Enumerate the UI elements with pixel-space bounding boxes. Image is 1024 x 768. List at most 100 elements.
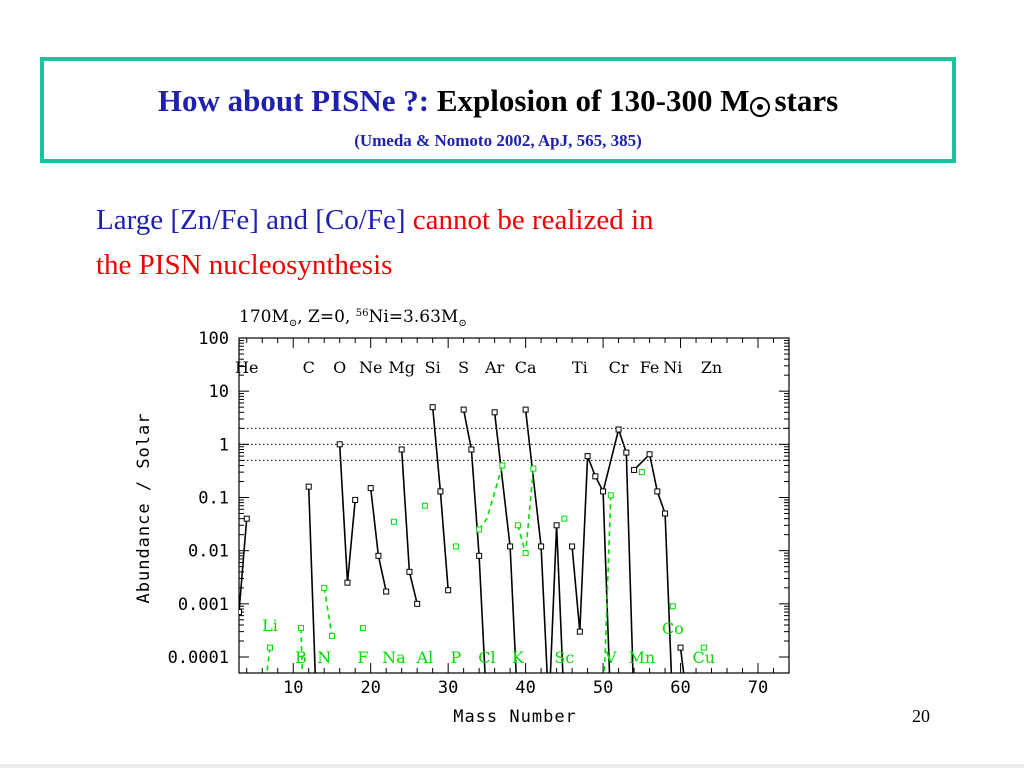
element-label-green: Mn — [628, 648, 655, 667]
green-data-point — [359, 625, 366, 632]
element-label-green: Cu — [693, 648, 716, 667]
black-data-point — [305, 483, 312, 490]
green-data-point — [514, 522, 521, 529]
green-data-point — [390, 518, 397, 525]
element-label-green: F — [357, 648, 368, 667]
black-data-point — [615, 426, 622, 433]
green-data-point — [328, 632, 335, 639]
green-data-point — [266, 644, 273, 651]
element-label-green: P — [451, 648, 462, 667]
element-label-green: Sc — [554, 648, 574, 667]
element-label-green: Na — [382, 648, 406, 667]
plot-area — [239, 404, 707, 673]
green-data-point — [530, 465, 537, 472]
x-tick-label: 20 — [360, 678, 380, 698]
element-label-green: K — [512, 648, 525, 667]
black-data-point — [375, 552, 382, 559]
element-label: Ni — [663, 358, 682, 377]
black-series-line — [524, 409, 548, 673]
element-label: Fe — [640, 358, 660, 377]
y-tick-label: 0.1 — [198, 488, 229, 508]
element-label: O — [333, 358, 346, 377]
y-tick-label: 100 — [198, 329, 229, 349]
black-data-point — [592, 473, 599, 480]
black-data-point — [584, 453, 591, 460]
element-label-green: Al — [416, 648, 434, 667]
black-series-line — [462, 409, 486, 673]
black-data-point — [662, 510, 669, 517]
title-question: How about PISNe ?: — [157, 83, 430, 118]
black-data-point — [437, 488, 444, 495]
green-data-point — [522, 550, 529, 557]
black-series-line — [307, 486, 317, 673]
header-nickel: Ni=3.63M — [368, 307, 458, 327]
black-data-point — [631, 466, 638, 473]
element-label: He — [235, 358, 258, 377]
black-data-point — [414, 600, 421, 607]
black-data-point — [243, 515, 250, 522]
statement: Large [Zn/Fe] and [Co/Fe] cannot be real… — [96, 198, 896, 288]
green-data-point — [700, 644, 707, 651]
x-tick-label: 50 — [593, 678, 613, 698]
green-series-line — [300, 628, 304, 673]
element-label: C — [303, 358, 315, 377]
element-label: Ar — [484, 358, 505, 377]
chart-header: 170M⊙, Z=0, 56Ni=3.63M⊙ — [239, 307, 467, 329]
x-tick-label: 30 — [438, 678, 458, 698]
green-data-point — [638, 469, 645, 476]
statement-blue: Large [Zn/Fe] and [Co/Fe] — [96, 204, 406, 236]
black-series-line — [369, 488, 387, 592]
element-label: Cr — [609, 358, 629, 377]
header-mass: 170M — [239, 307, 289, 327]
black-data-point — [406, 568, 413, 575]
black-data-point — [398, 446, 405, 453]
element-label-green: Cl — [478, 648, 495, 667]
element-label-green: B — [295, 648, 307, 667]
black-data-point — [507, 543, 514, 550]
green-series-line — [266, 647, 271, 673]
black-data-point — [522, 406, 529, 413]
black-series-line — [549, 525, 564, 673]
black-data-point — [476, 552, 483, 559]
black-data-point — [623, 449, 630, 456]
black-data-point — [460, 406, 467, 413]
x-tick-label: 40 — [515, 678, 535, 698]
black-data-point — [344, 579, 351, 586]
green-data-point — [499, 462, 506, 469]
black-data-point — [352, 496, 359, 503]
statement-red-2: the PISN nucleosynthesis — [96, 249, 393, 281]
green-data-point — [452, 543, 459, 550]
green-series-line — [323, 587, 333, 636]
black-data-point — [367, 485, 374, 492]
y-tick-label: 1 — [219, 435, 229, 455]
green-data-point — [421, 502, 428, 509]
element-label: Ca — [515, 358, 537, 377]
title-box: How about PISNe ?: Explosion of 130-300 … — [40, 57, 956, 163]
x-tick-label: 70 — [748, 678, 768, 698]
green-data-point — [321, 584, 328, 591]
black-data-point — [383, 588, 390, 595]
statement-red-1: cannot be realized in — [412, 204, 654, 236]
header-sun-subscript: ⊙ — [289, 318, 297, 329]
y-tick-label: 0.01 — [188, 542, 229, 562]
element-label: Si — [425, 358, 441, 377]
green-data-point — [561, 515, 568, 522]
element-label-green: Co — [662, 619, 684, 638]
x-tick-label: 60 — [670, 678, 690, 698]
sun-symbol-icon — [750, 97, 771, 117]
black-data-point — [336, 441, 343, 448]
header-sun-subscript: ⊙ — [458, 318, 466, 329]
green-series-line — [478, 465, 504, 530]
black-series-line — [633, 452, 673, 673]
black-data-point — [445, 587, 452, 594]
green-data-point — [669, 603, 676, 610]
black-data-point — [239, 609, 242, 616]
black-series-line — [431, 407, 449, 591]
black-series-line — [571, 455, 611, 673]
black-data-point — [553, 522, 560, 529]
x-axis-label: Mass Number — [453, 707, 577, 727]
y-tick-label: 0.001 — [178, 595, 229, 615]
element-label-green: V — [604, 648, 617, 667]
y-axis-label: Abundance / Solar — [134, 413, 154, 604]
